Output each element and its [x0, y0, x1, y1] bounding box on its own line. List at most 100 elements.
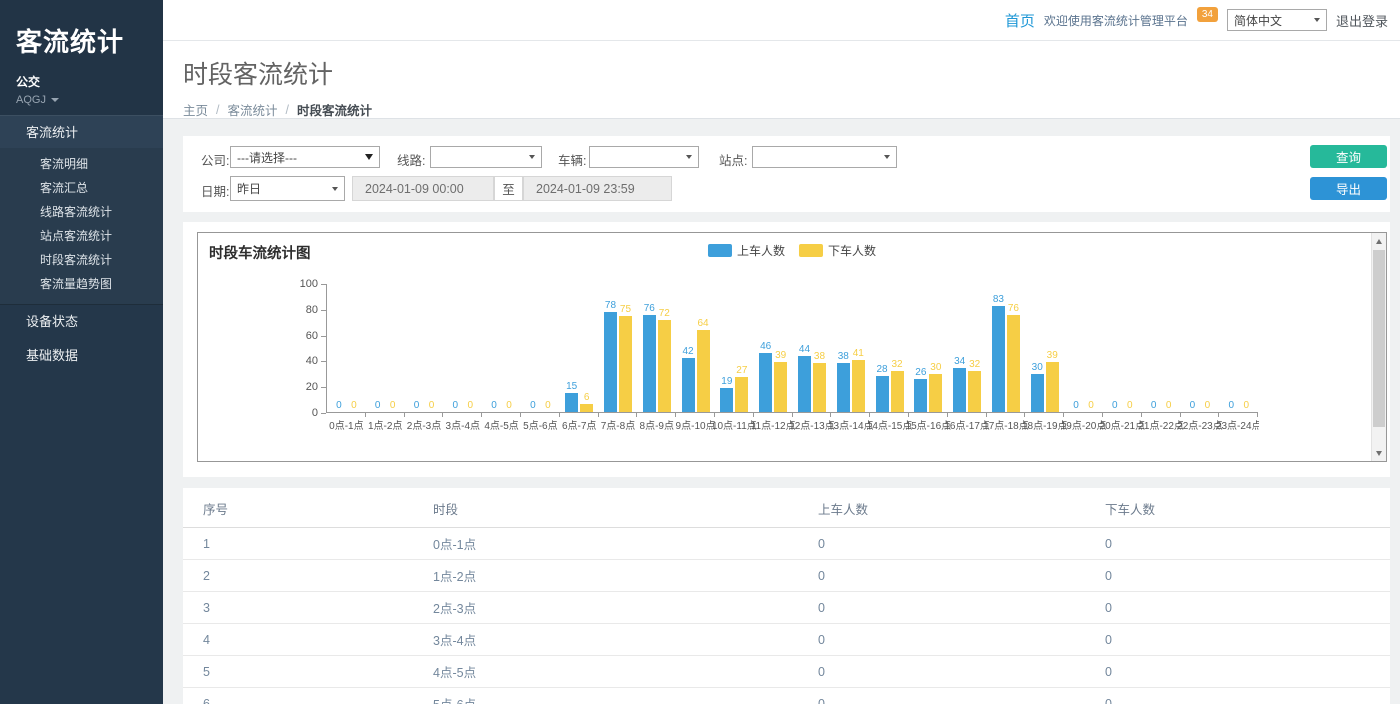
chevron-down-icon: [529, 155, 535, 159]
table-cell: 0: [1085, 624, 1390, 656]
bar-value-label: 0: [1151, 400, 1157, 411]
table-cell: 0: [798, 624, 1085, 656]
scroll-down-button[interactable]: [1372, 445, 1386, 461]
logout-link[interactable]: 退出登录: [1336, 11, 1388, 30]
breadcrumb-link[interactable]: 客流统计: [228, 100, 278, 119]
x-axis-label: 0点-1点: [329, 417, 363, 432]
table-cell: 0: [798, 688, 1085, 704]
sidebar-section-passenger-stats[interactable]: 客流统计: [0, 115, 163, 148]
bar-value-label: 0: [1190, 400, 1196, 411]
bar-value-label: 72: [659, 308, 670, 319]
station-select[interactable]: [752, 146, 897, 168]
bar-上车人数: 26: [914, 284, 927, 412]
export-button[interactable]: 导出: [1310, 177, 1387, 200]
x-axis-label: 4点-5点: [484, 417, 518, 432]
table-cell: 6: [183, 688, 413, 704]
bar-下车人数: 32: [891, 284, 904, 412]
bar-上车人数: 0: [1108, 284, 1121, 412]
company-select-value: ---请选择---: [237, 149, 297, 166]
bar-上车人数: 28: [876, 284, 889, 412]
legend-item-上车人数[interactable]: 上车人数: [708, 242, 785, 259]
date-preset-select[interactable]: 昨日: [230, 176, 345, 201]
bar-下车人数: 76: [1007, 284, 1020, 412]
sidebar-item-线路客流统计[interactable]: 线路客流统计: [0, 200, 163, 224]
table-row: 43点-4点00: [183, 624, 1390, 656]
company-select[interactable]: ---请选择---: [230, 146, 380, 168]
bar-rect: [837, 363, 850, 412]
bar-group: 1566点-7点: [560, 284, 599, 412]
query-button[interactable]: 查询: [1310, 145, 1387, 168]
bar-下车人数: 75: [619, 284, 632, 412]
hourly-stats-table: 序号时段上车人数下车人数 10点-1点0021点-2点0032点-3点0043点…: [183, 488, 1390, 704]
bar-value-label: 0: [1088, 400, 1094, 411]
date-to-input[interactable]: 2024-01-09 23:59: [523, 176, 672, 201]
table-cell: 3点-4点: [413, 624, 798, 656]
bar-rect: [968, 371, 981, 412]
table-cell: 0: [1085, 592, 1390, 624]
chart-legend: 上车人数下车人数: [708, 242, 876, 259]
bar-rect: [1007, 315, 1020, 412]
arrow-up-icon: [1376, 239, 1382, 244]
bar-上车人数: 0: [1186, 284, 1199, 412]
table-cell: 5: [183, 656, 413, 688]
page-header: 时段客流统计 主页/客流统计/时段客流统计: [163, 41, 1400, 119]
bar-group: 303918点-19点: [1025, 284, 1064, 412]
sidebar-item-客流汇总[interactable]: 客流汇总: [0, 176, 163, 200]
sidebar-section-设备状态[interactable]: 设备状态: [0, 305, 163, 339]
bar-group: 0021点-22点: [1142, 284, 1181, 412]
table-cell: 4点-5点: [413, 656, 798, 688]
bar-rect: [604, 312, 617, 412]
scrollbar-thumb[interactable]: [1373, 250, 1385, 427]
sidebar-item-时段客流统计[interactable]: 时段客流统计: [0, 248, 163, 272]
bar-rect: [992, 306, 1005, 412]
sidebar-item-客流量趋势图[interactable]: 客流量趋势图: [0, 272, 163, 296]
chevron-down-icon: [686, 155, 692, 159]
nav-home-link[interactable]: 首页: [1005, 10, 1035, 31]
x-axis-label: 5点-6点: [523, 417, 557, 432]
bar-value-label: 39: [1047, 350, 1058, 361]
top-navbar: 首页 欢迎使用客流统计管理平台 34 简体中文 退出登录: [163, 0, 1400, 41]
bar-value-label: 41: [853, 348, 864, 359]
sidebar-item-站点客流统计[interactable]: 站点客流统计: [0, 224, 163, 248]
bar-上车人数: 44: [798, 284, 811, 412]
bar-chart: 100806040200 000点-1点001点-2点002点-3点003点-4…: [282, 284, 1259, 434]
user-dropdown[interactable]: AQGJ: [16, 94, 147, 106]
bar-value-label: 0: [390, 400, 396, 411]
line-label: 线路:: [397, 150, 425, 169]
breadcrumb: 主页/客流统计/时段客流统计: [183, 100, 1400, 119]
sidebar-submenu: 客流明细客流汇总线路客流统计站点客流统计时段客流统计客流量趋势图: [0, 148, 163, 305]
bar-下车人数: 39: [1046, 284, 1059, 412]
bar-value-label: 32: [969, 359, 980, 370]
bar-rect: [720, 388, 733, 412]
x-axis-label: 8点-9点: [640, 417, 674, 432]
chevron-down-icon: [884, 155, 890, 159]
bar-上车人数: 15: [565, 284, 578, 412]
vehicle-label: 车辆:: [558, 150, 586, 169]
scroll-up-button[interactable]: [1372, 233, 1386, 249]
legend-item-下车人数[interactable]: 下车人数: [799, 242, 876, 259]
sidebar-section-基础数据[interactable]: 基础数据: [0, 339, 163, 373]
bar-上车人数: 83: [992, 284, 1005, 412]
x-axis-label: 6点-7点: [562, 417, 596, 432]
line-select[interactable]: [430, 146, 542, 168]
bar-rect: [876, 376, 889, 412]
sidebar-item-客流明细[interactable]: 客流明细: [0, 152, 163, 176]
x-axis-label: 1点-2点: [368, 417, 402, 432]
x-axis-label: 9点-10点: [676, 417, 716, 432]
bar-value-label: 0: [1112, 400, 1118, 411]
breadcrumb-link[interactable]: 主页: [183, 100, 208, 119]
legend-label: 上车人数: [737, 242, 785, 259]
bar-rect: [697, 330, 710, 412]
column-header-上车人数: 上车人数: [798, 488, 1085, 528]
bar-group: 42649点-10点: [676, 284, 715, 412]
language-select[interactable]: 简体中文: [1227, 9, 1327, 31]
bar-value-label: 0: [506, 400, 512, 411]
vehicle-select[interactable]: [589, 146, 699, 168]
sidebar-other-sections: 设备状态基础数据: [0, 305, 163, 373]
date-from-input[interactable]: 2024-01-09 00:00: [352, 176, 494, 201]
table-cell: 0: [1085, 528, 1390, 560]
plot-area: 000点-1点001点-2点002点-3点003点-4点004点-5点005点-…: [326, 284, 1259, 434]
bar-下车人数: 0: [1201, 284, 1214, 412]
bar-group: 343216点-17点: [948, 284, 987, 412]
chart-scrollbar[interactable]: [1371, 233, 1386, 461]
